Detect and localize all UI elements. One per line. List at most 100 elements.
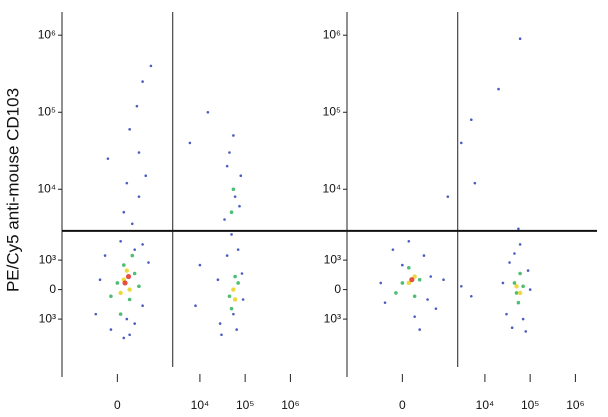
point [413,315,416,318]
x-tick-label: 10⁴ [191,398,210,412]
point [528,288,532,291]
point [406,280,411,286]
point [446,195,450,198]
y-tick-label: 10³ [39,252,56,266]
point [103,254,107,257]
point [141,80,144,83]
point [121,263,126,267]
point [236,248,240,251]
y-tick-label: 0 [334,282,341,296]
point [130,253,135,258]
point [473,181,477,185]
point [497,87,500,91]
point [141,243,144,246]
point [124,268,130,273]
point [232,297,238,302]
point [459,141,463,145]
point [132,271,137,276]
point [137,195,141,198]
point [394,291,398,295]
point [194,304,197,308]
point [383,301,387,304]
point [391,248,395,251]
point [232,312,235,316]
point [225,164,229,168]
x-tick-label: 0 [399,398,406,412]
point [137,284,141,289]
point [216,278,220,282]
point [220,333,223,337]
point [241,298,245,301]
point [406,265,411,270]
point [227,294,232,299]
y-tick-label: 10³ [324,311,341,325]
point [230,233,233,236]
point [141,304,144,308]
point [133,248,136,251]
point [135,104,139,108]
point [119,239,122,243]
point [229,306,234,311]
point [434,307,438,310]
point [412,294,417,299]
point [417,277,422,282]
point [147,261,150,264]
point [459,284,463,288]
point [236,281,240,285]
point [128,333,131,337]
point [232,134,235,137]
point [188,141,192,145]
point [127,287,132,292]
point [98,278,102,282]
point [514,284,519,289]
y-tick-label: 10³ [324,252,341,266]
point [517,290,523,296]
y-tick-label: 0 [49,282,56,296]
point [128,128,131,131]
point [521,284,525,289]
point [115,281,120,285]
point [418,328,421,331]
point [231,287,236,292]
x-tick-label: 10⁴ [476,398,495,412]
point [229,210,234,215]
point [412,274,417,279]
point [379,281,383,285]
point [122,210,126,214]
point [125,317,129,321]
x-tick-label: 10⁶ [566,398,584,412]
point [240,272,244,275]
point [228,151,231,154]
point [442,278,445,282]
point [130,222,134,226]
point [521,317,525,321]
point [109,294,113,299]
y-tick-label: 10⁴ [37,181,56,195]
point [144,174,148,178]
point [94,312,98,316]
point [512,281,517,285]
point [516,300,521,305]
x-tick-label: 10⁵ [521,398,539,412]
x-tick-label: 10⁵ [236,398,254,412]
point [508,261,511,264]
point [526,269,530,272]
point [125,181,129,185]
point [469,294,473,298]
point [198,263,202,267]
point [206,110,210,114]
point [518,37,522,41]
y-tick-label: 10⁶ [323,27,341,41]
point [501,281,505,285]
y-tick-label: 10⁶ [38,27,56,41]
point [469,118,473,122]
point [239,174,243,178]
point [225,254,229,257]
point [223,218,226,221]
point [233,195,237,198]
point [235,328,238,331]
y-tick-label: 10⁵ [323,104,341,118]
point [422,254,426,257]
point [517,227,520,231]
